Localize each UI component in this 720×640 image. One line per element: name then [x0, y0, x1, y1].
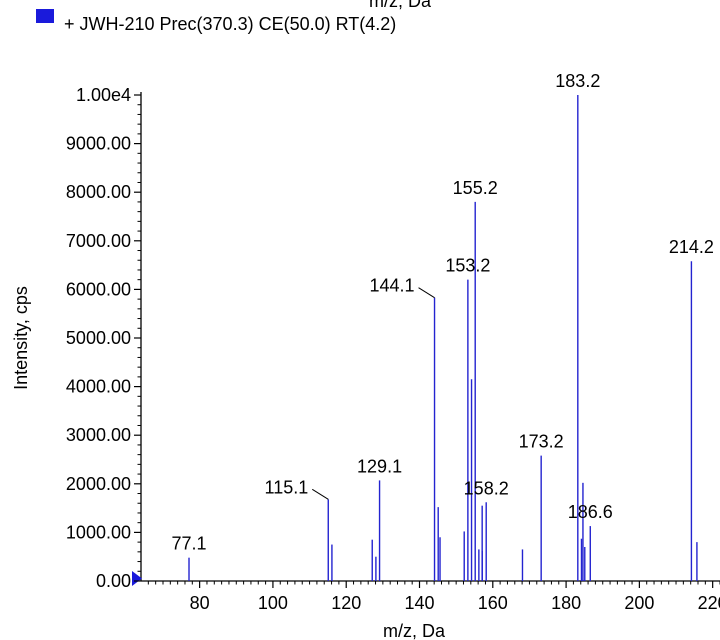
y-tick-label: 7000.00: [66, 231, 131, 251]
y-tick-label: 2000.00: [66, 474, 131, 494]
y-axis-title: Intensity, cps: [11, 286, 31, 390]
axis-origin-marker: [132, 571, 142, 586]
y-tick-label: 3000.00: [66, 425, 131, 445]
x-tick-label: 160: [478, 593, 508, 613]
y-ticks: 0.00 1000.00 2000.00 3000.00 4000.00 5000.00 6…: [66, 85, 141, 591]
spectrum-peaks: [188, 95, 698, 581]
y-tick-label: 1.00e4: [76, 85, 131, 105]
y-tick-label: 1000.00: [66, 522, 131, 542]
y-tick-label: 4000.00: [66, 377, 131, 397]
peak-label: 155.2: [453, 178, 498, 198]
peak-label: 214.2: [669, 237, 714, 257]
x-tick-label: 100: [258, 593, 288, 613]
y-tick-label: 6000.00: [66, 279, 131, 299]
x-tick-label: 220: [698, 593, 720, 613]
peak-label-leader: [311, 488, 329, 500]
legend: + JWH-210 Prec(370.3) CE(50.0) RT(4.2): [36, 9, 396, 34]
x-axis-title: m/z, Da: [383, 621, 446, 640]
x-tick-label: 120: [331, 593, 361, 613]
x-tick-label: 80: [190, 593, 210, 613]
peak-label: 183.2: [555, 71, 600, 91]
legend-entry-label: + JWH-210 Prec(370.3) CE(50.0) RT(4.2): [64, 14, 396, 34]
y-tick-label: 5000.00: [66, 328, 131, 348]
peak-label-leader: [418, 287, 435, 299]
y-tick-label: 8000.00: [66, 182, 131, 202]
peak-labels: 77.1 115.1 129.1 144.1 153.2 155.2 158.2 173.2 1…: [171, 71, 713, 554]
axes: [132, 92, 720, 586]
peak-label: 115.1: [265, 477, 309, 497]
x-tick-label: 180: [551, 593, 581, 613]
x-tick-label: 140: [404, 593, 434, 613]
peak-label: 77.1: [171, 534, 206, 554]
peak-label: 144.1: [369, 276, 414, 296]
cropped-top-axis-label: m/z, Da: [369, 0, 432, 11]
peak-label: 129.1: [357, 456, 402, 476]
peak-label: 186.6: [568, 502, 613, 522]
legend-swatch: [36, 9, 54, 23]
y-tick-label: 9000.00: [66, 134, 131, 154]
x-tick-label: 200: [624, 593, 654, 613]
peak-label: 153.2: [445, 256, 490, 276]
peak-label: 173.2: [519, 432, 564, 452]
y-tick-label: 0.00: [96, 571, 131, 591]
x-ticks: 80 100 120 140 160 180 200 220: [147, 581, 720, 613]
peak-label: 158.2: [464, 478, 509, 498]
